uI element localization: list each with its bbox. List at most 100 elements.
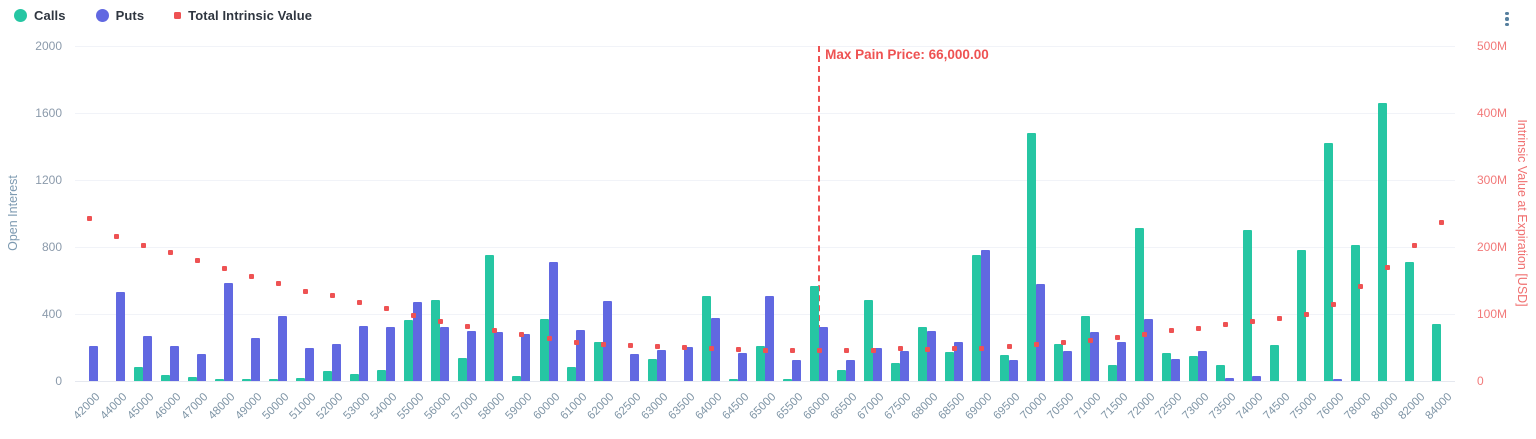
intrinsic-value-dot [1277, 315, 1283, 321]
calls-bar [756, 345, 765, 381]
calls-bar [1270, 345, 1280, 381]
intrinsic-value-dot [763, 347, 768, 353]
intrinsic-value-dot [708, 346, 714, 352]
max-pain-annotation: Max Pain Price: 66,000.00 [825, 47, 989, 62]
intrinsic-value-dot [465, 323, 471, 329]
intrinsic-value-dot [1168, 328, 1174, 334]
puts-bar [1333, 378, 1343, 381]
intrinsic-value-dot [86, 216, 92, 222]
puts-bar [1252, 375, 1262, 381]
kebab-menu-icon [1505, 17, 1509, 21]
intrinsic-value-dot [1033, 342, 1039, 348]
intrinsic-value-dot [546, 336, 552, 342]
intrinsic-value-dot [1141, 332, 1147, 338]
intrinsic-value-dot [1385, 264, 1391, 270]
calls-bar [485, 255, 495, 381]
legend-label: Calls [34, 8, 66, 23]
puts-bar [981, 249, 991, 381]
calls-bar [1107, 365, 1117, 381]
puts-bar [88, 345, 98, 381]
puts-bar [332, 344, 342, 381]
axis-tick-label: 800 [41, 240, 62, 254]
intrinsic-value-dot [952, 345, 958, 351]
calls-bar [566, 366, 576, 381]
puts-bar [873, 348, 883, 381]
intrinsic-value-dot [790, 347, 796, 353]
puts-bar [1143, 319, 1153, 381]
puts-bar [602, 301, 612, 381]
calls-bar [1297, 249, 1307, 381]
legend-item-total-intrinsic-value[interactable]: Total Intrinsic Value [174, 8, 312, 23]
calls-bar [458, 358, 468, 381]
puts-bar [467, 330, 477, 381]
puts-bar [954, 342, 964, 381]
intrinsic-value-dot [113, 233, 119, 239]
intrinsic-value-dot [384, 306, 390, 312]
calls-bar [999, 355, 1009, 381]
calls-bar [1053, 344, 1063, 381]
gridline [75, 46, 1455, 47]
calls-bar [593, 342, 603, 381]
calls-bar [1351, 244, 1361, 381]
puts-bar [1225, 377, 1234, 381]
kebab-menu-icon [1505, 22, 1509, 27]
puts-bar [277, 315, 287, 381]
axis-tick-label: 200M [1477, 240, 1508, 254]
kebab-menu-icon [1505, 11, 1509, 16]
intrinsic-value-dot [979, 345, 985, 351]
calls-bar [1378, 102, 1388, 381]
calls-bar [837, 370, 847, 381]
puts-bar [305, 348, 314, 381]
gridline [75, 247, 1455, 248]
axis-tick-label: 400M [1477, 106, 1508, 120]
puts-bar [710, 318, 720, 381]
intrinsic-value-dot [654, 344, 660, 350]
puts-bar [629, 354, 639, 381]
puts-bar [683, 346, 693, 381]
intrinsic-value-dot [681, 345, 687, 350]
calls-bar [160, 375, 170, 381]
intrinsic-value-dot [167, 249, 173, 255]
calls-bar [864, 299, 874, 381]
puts-bar [1116, 342, 1126, 381]
calls-bar [810, 286, 820, 381]
puts-bar [737, 353, 747, 381]
intrinsic-value-dot [871, 348, 877, 354]
calls-bar [972, 254, 982, 381]
puts-bar [413, 302, 423, 381]
intrinsic-value-dot [600, 341, 606, 347]
puts-bar [1008, 360, 1018, 381]
gridline [75, 381, 1455, 382]
puts-bar [656, 350, 666, 381]
calls-bar [187, 376, 197, 381]
calls-bar [1134, 227, 1144, 381]
max-pain-line [818, 46, 821, 381]
intrinsic-value-dot [925, 347, 931, 353]
intrinsic-value-dot [248, 273, 254, 279]
calls-bar [214, 378, 224, 381]
calls-bar [1161, 352, 1171, 381]
puts-bar [765, 295, 774, 381]
intrinsic-value-dot [1250, 318, 1256, 324]
puts-bar [142, 335, 152, 381]
right-axis-ticks: 500M 400M 300M 200M 100M 0 [1477, 39, 1529, 388]
gridline [75, 113, 1455, 114]
puts-bar [548, 262, 558, 381]
intrinsic-value-dot [1087, 337, 1093, 343]
calls-bar [431, 299, 441, 381]
calls-bar [701, 295, 711, 381]
chart-options-button[interactable] [1498, 8, 1516, 30]
puts-bar [440, 326, 450, 381]
intrinsic-value-dot [330, 293, 336, 299]
legend-item-calls[interactable]: Calls [14, 8, 66, 23]
legend: Calls Puts Total Intrinsic Value [14, 8, 312, 23]
legend-item-puts[interactable]: Puts [95, 8, 145, 23]
calls-bar [918, 327, 928, 381]
intrinsic-value-dot [275, 280, 281, 286]
calls-bar [783, 378, 793, 381]
axis-tick-label: 0 [1477, 374, 1484, 388]
calls-bar [268, 379, 278, 381]
intrinsic-value-dot [1006, 343, 1012, 349]
calls-bar [350, 374, 360, 381]
puts-bar [169, 345, 179, 381]
